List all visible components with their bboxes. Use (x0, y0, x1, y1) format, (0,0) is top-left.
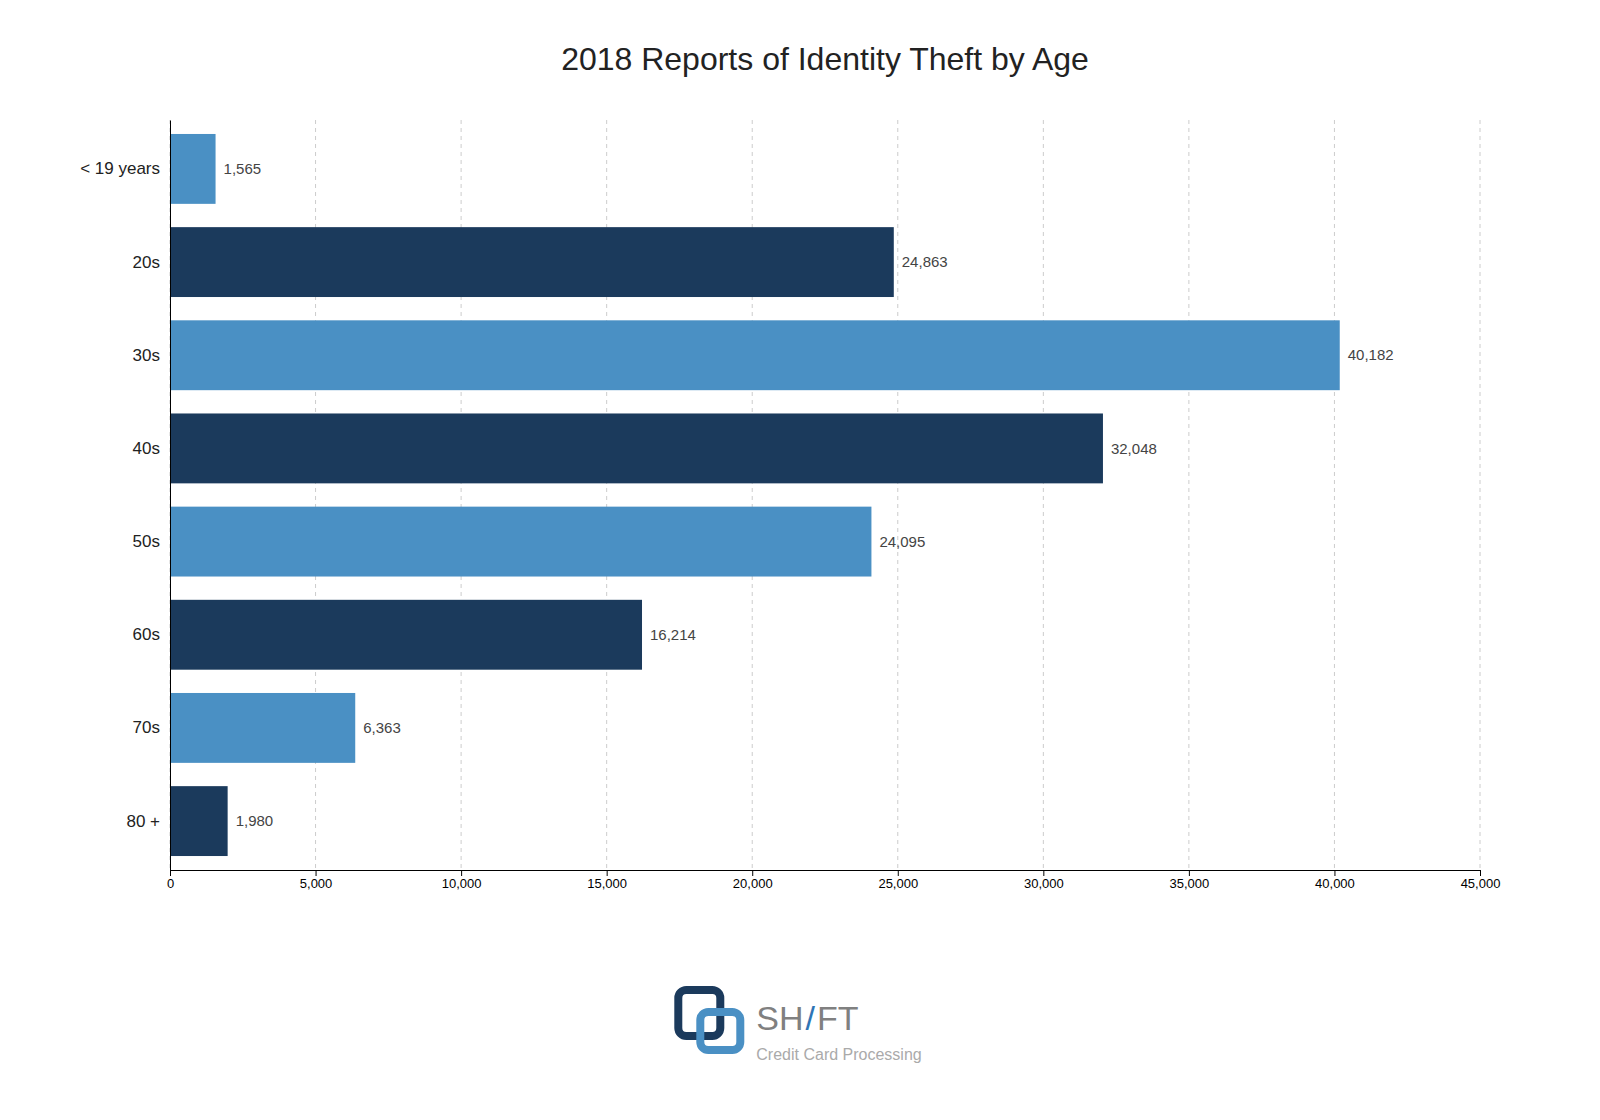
y-tick: 30s (133, 346, 170, 365)
x-tick-label: 40,000 (1315, 876, 1355, 891)
data-label: 32,048 (1111, 440, 1157, 457)
x-tick-label: 15,000 (587, 876, 627, 891)
data-labels: 1,565 24,863 40,182 32,048 24,095 16,214 6,363… (224, 160, 1394, 829)
logo-subtitle: Credit Card Processing (756, 1046, 921, 1063)
x-tick: 30,000 (1024, 870, 1064, 891)
x-tick-mark (461, 870, 462, 876)
logo-text: SH/FT Credit Card Processing (756, 999, 921, 1063)
x-tick-label: 30,000 (1024, 876, 1064, 891)
x-tick: 0 (167, 870, 174, 891)
logo-word: SH (756, 999, 803, 1037)
x-tick: 20,000 (733, 870, 773, 891)
grid-line (897, 120, 898, 870)
x-tick-mark (1043, 870, 1044, 876)
bars (170, 134, 1340, 856)
x-tick: 15,000 (587, 870, 627, 891)
logo-icon (678, 990, 740, 1050)
x-tick-label: 0 (167, 876, 174, 891)
grid-line (170, 120, 171, 870)
plot: 1,565 24,863 40,182 32,048 24,095 16,214 6,363… (80, 120, 1500, 891)
x-tick-mark (752, 870, 753, 876)
chart: 2018 Reports of Identity Theft by Age 1,5… (0, 0, 1600, 1120)
x-tick-mark (607, 870, 608, 876)
data-label: 16,214 (650, 626, 696, 643)
x-tick-mark (1480, 870, 1481, 876)
x-tick: 5,000 (300, 870, 333, 891)
data-label: 24,095 (879, 533, 925, 550)
data-label: 1,565 (224, 160, 262, 177)
y-tick: 80 + (126, 812, 170, 831)
data-label: 6,363 (363, 719, 401, 736)
bar (170, 507, 871, 577)
data-label: 24,863 (902, 253, 948, 270)
y-tick: 40s (133, 439, 170, 458)
logo-shape (700, 1012, 740, 1050)
y-axis: < 19 years 20s 30s 40s 50s 60s 70s 80 + (80, 121, 170, 871)
x-tick: 45,000 (1461, 870, 1501, 891)
y-tick-label: 40s (133, 439, 160, 458)
logo-word: FT (817, 999, 859, 1037)
x-axis-line (171, 871, 1481, 877)
y-tick: 20s (133, 253, 170, 272)
y-tick: 60s (133, 625, 170, 644)
y-tick-label: < 19 years (80, 159, 160, 178)
y-tick-label: 60s (133, 625, 160, 644)
x-tick-label: 20,000 (733, 876, 773, 891)
bar (170, 693, 355, 763)
grid-line (1188, 120, 1189, 870)
y-tick: < 19 years (80, 159, 170, 178)
x-tick-mark (1189, 870, 1190, 876)
x-tick-mark (1334, 870, 1335, 876)
x-tick-label: 10,000 (442, 876, 482, 891)
x-tick-label: 5,000 (300, 876, 333, 891)
y-tick-label: 20s (133, 253, 160, 272)
title: 2018 Reports of Identity Theft by Age (561, 41, 1089, 77)
bar (170, 413, 1103, 483)
x-tick: 10,000 (442, 870, 482, 891)
x-tick: 35,000 (1170, 870, 1210, 891)
bar (170, 227, 894, 297)
y-tick-label: 70s (133, 718, 160, 737)
x-tick-label: 45,000 (1461, 876, 1501, 891)
x-tick-label: 35,000 (1170, 876, 1210, 891)
y-axis-line (170, 121, 171, 871)
grid (170, 120, 1480, 870)
bar (170, 786, 228, 856)
grid-line (1043, 120, 1044, 870)
y-tick-label: 30s (133, 346, 160, 365)
y-tick-label: 80 + (126, 812, 160, 831)
x-tick-mark (170, 870, 171, 876)
grid-line (1480, 120, 1481, 870)
bar (170, 320, 1340, 390)
x-tick: 25,000 (878, 870, 918, 891)
y-tick-label: 50s (133, 532, 160, 551)
x-tick-mark (316, 870, 317, 876)
bar (170, 600, 642, 670)
grid-line (1334, 120, 1335, 870)
logo: SH/FT Credit Card Processing (678, 990, 921, 1063)
x-tick: 40,000 (1315, 870, 1355, 891)
x-tick-mark (898, 870, 899, 876)
x-axis: 0 5,000 10,000 15,000 20,000 25,000 30,000 35,0… (167, 870, 1501, 891)
data-label: 1,980 (236, 812, 274, 829)
logo-word: / (806, 999, 816, 1037)
data-label: 40,182 (1348, 346, 1394, 363)
x-tick-label: 25,000 (878, 876, 918, 891)
bar (170, 134, 216, 204)
y-tick: 70s (133, 718, 170, 737)
y-tick: 50s (133, 532, 170, 551)
